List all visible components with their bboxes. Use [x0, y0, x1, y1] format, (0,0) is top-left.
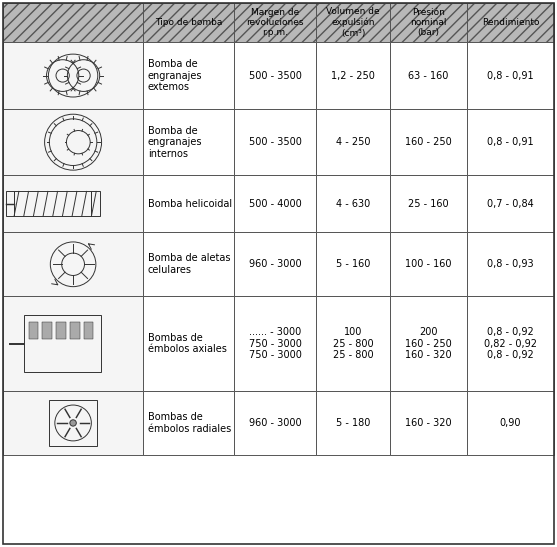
Text: 4 - 250: 4 - 250	[336, 137, 370, 147]
Bar	[467, 42, 554, 109]
Bar	[143, 232, 234, 296]
Bar	[467, 3, 554, 42]
Bar	[234, 232, 316, 296]
Text: 5 - 180: 5 - 180	[336, 418, 370, 428]
Bar	[234, 109, 316, 176]
Bar	[3, 3, 143, 42]
Text: 960 - 3000: 960 - 3000	[249, 259, 301, 269]
Text: 100
25 - 800
25 - 800: 100 25 - 800 25 - 800	[333, 327, 374, 360]
Bar	[390, 109, 467, 176]
Text: Rendimiento: Rendimiento	[482, 18, 539, 27]
Bar	[3, 296, 143, 391]
Text: Bombas de
émbolos axiales: Bombas de émbolos axiales	[148, 333, 227, 354]
Text: Tipo de bomba: Tipo de bomba	[155, 18, 223, 27]
Bar	[3, 391, 143, 455]
Bar	[390, 232, 467, 296]
Bar	[28, 322, 38, 339]
Text: Volumen de
expulsión
(cm³): Volumen de expulsión (cm³)	[326, 7, 380, 38]
Bar	[42, 322, 52, 339]
Bar	[143, 42, 234, 109]
Text: Bomba helicoidal: Bomba helicoidal	[148, 199, 232, 209]
Text: 960 - 3000: 960 - 3000	[249, 418, 301, 428]
Text: 0,8 - 0,93: 0,8 - 0,93	[487, 259, 534, 269]
Bar	[316, 391, 390, 455]
Bar	[316, 232, 390, 296]
Text: 500 - 3500: 500 - 3500	[249, 71, 302, 80]
Text: 0,8 - 0,91: 0,8 - 0,91	[487, 137, 534, 147]
Text: Bomba de
engranajes
extemos: Bomba de engranajes extemos	[148, 59, 202, 92]
Bar	[56, 322, 66, 339]
Text: Presión
nominal
(bar): Presión nominal (bar)	[411, 8, 447, 37]
Text: 5 - 160: 5 - 160	[336, 259, 370, 269]
Text: Bombas de
émbolos radiales: Bombas de émbolos radiales	[148, 412, 231, 434]
Bar	[50, 400, 97, 446]
Bar	[91, 191, 100, 217]
Text: 25 - 160: 25 - 160	[408, 199, 449, 209]
Text: 0,8 - 0,91: 0,8 - 0,91	[487, 71, 534, 80]
Bar	[234, 42, 316, 109]
Bar	[390, 391, 467, 455]
Bar	[24, 315, 101, 372]
Bar	[143, 176, 234, 232]
Bar	[3, 42, 143, 109]
Text: 200
160 - 250
160 - 320: 200 160 - 250 160 - 320	[405, 327, 452, 360]
Bar	[234, 176, 316, 232]
Bar	[14, 191, 91, 217]
Text: 1,2 - 250: 1,2 - 250	[331, 71, 375, 80]
Bar	[390, 296, 467, 391]
Bar	[84, 322, 94, 339]
Bar	[70, 322, 80, 339]
Text: Bomba de
engranajes
internos: Bomba de engranajes internos	[148, 126, 202, 159]
Text: ...... - 3000
750 - 3000
750 - 3000: ...... - 3000 750 - 3000 750 - 3000	[249, 327, 302, 360]
Text: 100 - 160: 100 - 160	[405, 259, 452, 269]
Text: 500 - 3500: 500 - 3500	[249, 137, 302, 147]
Bar	[143, 3, 234, 42]
Bar	[467, 296, 554, 391]
Text: 160 - 320: 160 - 320	[405, 418, 452, 428]
Text: 500 - 4000: 500 - 4000	[249, 199, 301, 209]
Circle shape	[70, 420, 76, 426]
Bar	[3, 109, 143, 176]
Bar	[390, 3, 467, 42]
Bar	[316, 42, 390, 109]
Text: 160 - 250: 160 - 250	[405, 137, 452, 147]
Bar	[316, 3, 390, 42]
Text: 0,8 - 0,92
0,82 - 0,92
0,8 - 0,92: 0,8 - 0,92 0,82 - 0,92 0,8 - 0,92	[484, 327, 537, 360]
Bar	[467, 232, 554, 296]
Bar	[143, 391, 234, 455]
Text: 63 - 160: 63 - 160	[408, 71, 449, 80]
Text: 0,7 - 0,84: 0,7 - 0,84	[487, 199, 534, 209]
Bar	[143, 296, 234, 391]
Bar	[390, 176, 467, 232]
Bar	[467, 176, 554, 232]
Bar	[467, 109, 554, 176]
Bar	[234, 391, 316, 455]
Text: 4 - 630: 4 - 630	[336, 199, 370, 209]
Bar	[316, 296, 390, 391]
Bar	[3, 232, 143, 296]
Bar	[143, 109, 234, 176]
Bar	[234, 3, 316, 42]
Bar	[6, 191, 14, 217]
Bar	[390, 42, 467, 109]
Bar	[234, 296, 316, 391]
Text: Margen de
revoluciones
r.p.m.: Margen de revoluciones r.p.m.	[246, 8, 304, 37]
Bar	[467, 391, 554, 455]
Bar	[316, 109, 390, 176]
Text: 0,90: 0,90	[500, 418, 521, 428]
Bar	[3, 176, 143, 232]
Bar	[316, 176, 390, 232]
Text: Bomba de aletas
celulares: Bomba de aletas celulares	[148, 253, 230, 275]
